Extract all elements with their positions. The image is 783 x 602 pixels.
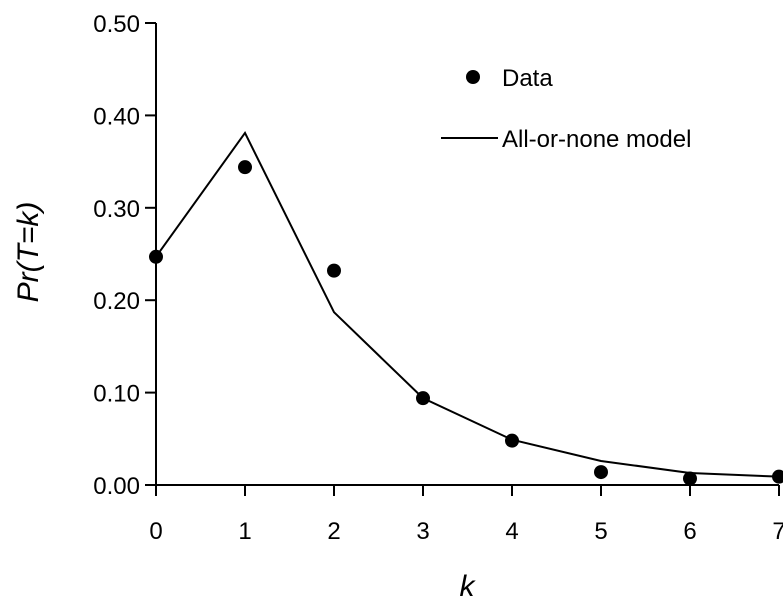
legend-data-marker <box>466 70 480 84</box>
x-tick-label: 2 <box>327 518 340 545</box>
x-axis-title: k <box>460 570 477 602</box>
y-tick-label: 0.00 <box>93 473 140 500</box>
y-tick-label: 0.10 <box>93 381 140 408</box>
y-tick-label: 0.50 <box>93 11 140 38</box>
data-point <box>772 469 783 484</box>
data-point <box>327 263 341 278</box>
x-tick-label: 5 <box>594 518 607 545</box>
x-tick-label: 6 <box>683 518 696 545</box>
data-point <box>416 391 430 406</box>
legend: Data All-or-none model <box>441 65 691 153</box>
legend-data-label: Data <box>502 65 553 92</box>
x-tick-label: 4 <box>505 518 518 545</box>
x-tick-label: 0 <box>149 518 162 545</box>
x-tick-label: 3 <box>416 518 429 545</box>
legend-model-label: All-or-none model <box>502 126 691 153</box>
y-axis-title: Pr(T=k) <box>12 202 45 303</box>
data-point <box>505 433 519 448</box>
y-tick-label: 0.20 <box>93 288 140 315</box>
plot-marks <box>149 131 783 486</box>
y-tick-label: 0.30 <box>93 196 140 223</box>
x-tick-label: 7 <box>772 518 783 545</box>
data-point <box>683 471 697 486</box>
y-tick-label: 0.40 <box>93 103 140 130</box>
x-tick-label: 1 <box>238 518 251 545</box>
tick-labels: 0.00 0.10 0.20 0.30 0.40 0.50 0 1 2 3 4 5 6 7 <box>93 11 783 545</box>
data-point <box>149 249 163 264</box>
axes <box>145 22 780 496</box>
data-point <box>594 465 608 480</box>
model-line <box>155 131 780 478</box>
data-point <box>238 160 252 175</box>
